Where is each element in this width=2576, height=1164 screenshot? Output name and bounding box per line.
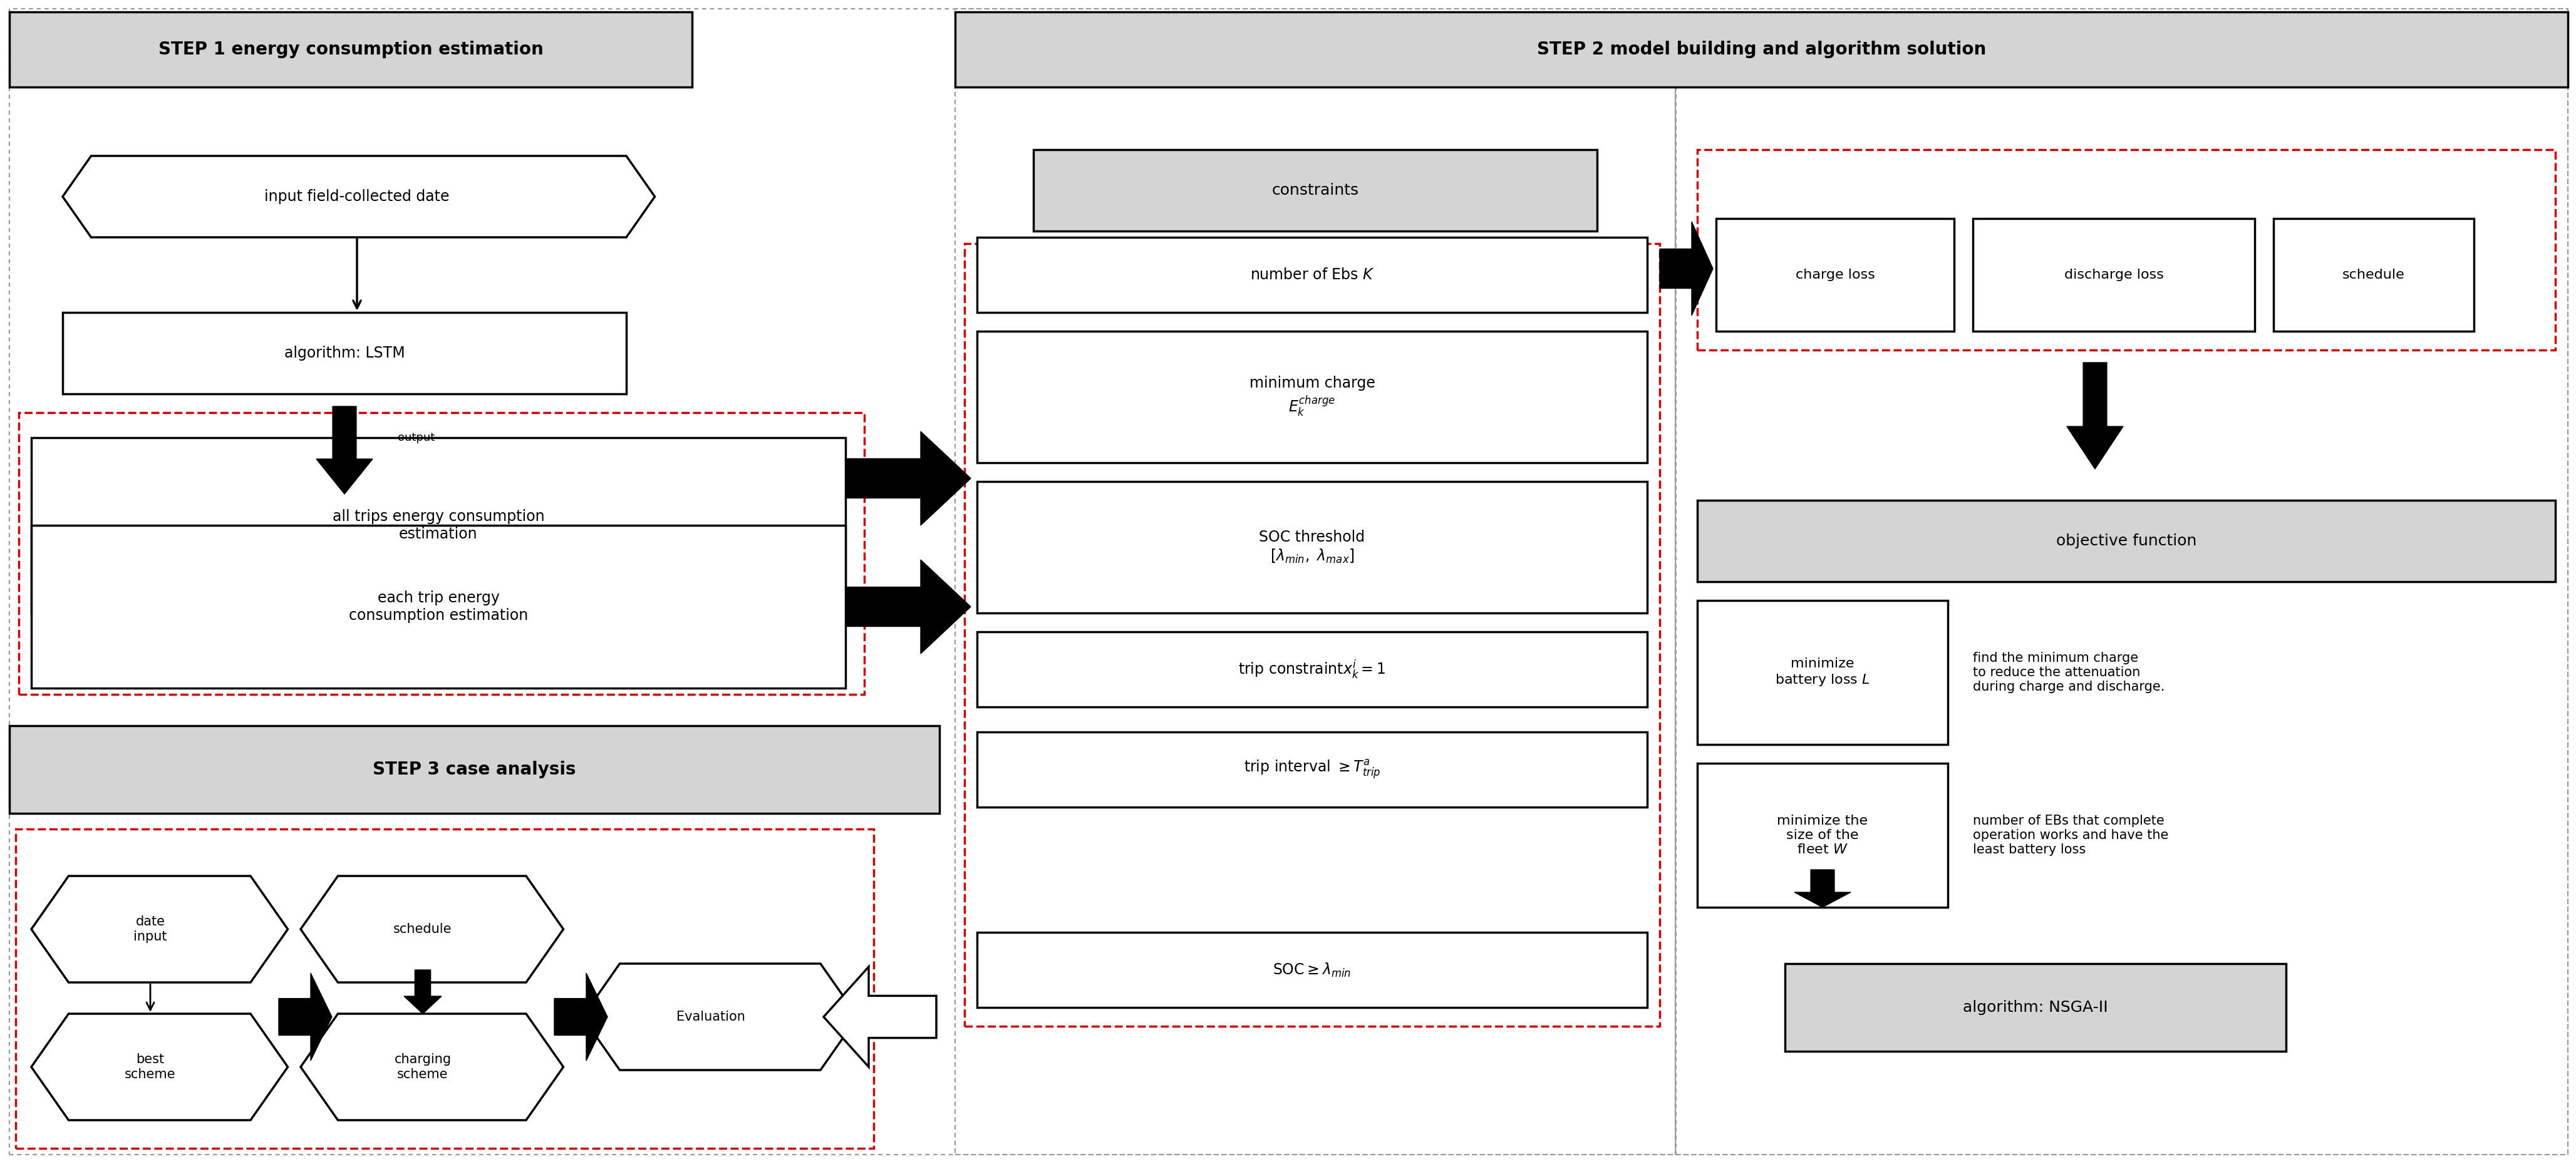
Text: input field-collected date: input field-collected date bbox=[265, 189, 451, 204]
Text: algorithm: NSGA-II: algorithm: NSGA-II bbox=[1963, 1000, 2107, 1015]
Text: STEP 2 model building and algorithm solution: STEP 2 model building and algorithm solu… bbox=[1538, 41, 1986, 58]
Bar bbox=[10, 9, 956, 1155]
Polygon shape bbox=[31, 876, 289, 982]
Polygon shape bbox=[317, 406, 374, 494]
Bar bbox=[31, 525, 845, 688]
Polygon shape bbox=[301, 876, 564, 982]
Bar bbox=[10, 12, 693, 87]
Text: STEP 1 energy consumption estimation: STEP 1 energy consumption estimation bbox=[157, 41, 544, 58]
Bar bbox=[1698, 764, 1947, 907]
Bar bbox=[2275, 219, 2473, 332]
Bar bbox=[31, 438, 845, 613]
Text: date
input: date input bbox=[134, 916, 167, 943]
Polygon shape bbox=[62, 156, 654, 237]
Bar bbox=[976, 482, 1646, 613]
Bar bbox=[18, 412, 866, 695]
Polygon shape bbox=[2066, 362, 2123, 469]
Bar bbox=[976, 332, 1646, 463]
Text: find the minimum charge
to reduce the attenuation
during charge and discharge.: find the minimum charge to reduce the at… bbox=[1973, 652, 2164, 694]
Text: best
scheme: best scheme bbox=[124, 1053, 175, 1080]
Text: STEP 3 case analysis: STEP 3 case analysis bbox=[374, 761, 577, 779]
Text: discharge loss: discharge loss bbox=[2063, 269, 2164, 282]
Text: objective function: objective function bbox=[2056, 533, 2197, 548]
Bar bbox=[976, 732, 1646, 807]
Text: minimize the
size of the
fleet $W$: minimize the size of the fleet $W$ bbox=[1777, 815, 1868, 856]
Bar bbox=[62, 312, 626, 393]
Polygon shape bbox=[824, 967, 935, 1067]
Polygon shape bbox=[1659, 221, 1713, 315]
Text: schedule: schedule bbox=[394, 923, 451, 936]
Polygon shape bbox=[1795, 870, 1850, 907]
Polygon shape bbox=[845, 432, 971, 525]
Bar bbox=[1698, 601, 1947, 745]
Text: output: output bbox=[397, 432, 435, 443]
Bar bbox=[1785, 964, 2285, 1051]
Bar bbox=[976, 237, 1646, 312]
Polygon shape bbox=[404, 970, 440, 1014]
Bar bbox=[1973, 219, 2254, 332]
Bar bbox=[1716, 219, 1955, 332]
Polygon shape bbox=[554, 973, 608, 1060]
Bar bbox=[1698, 501, 2555, 582]
Text: minimum charge
$E_k^{charge}$: minimum charge $E_k^{charge}$ bbox=[1249, 376, 1376, 418]
Text: trip interval $\geq T_{trip}^a$: trip interval $\geq T_{trip}^a$ bbox=[1244, 759, 1381, 781]
Bar bbox=[976, 932, 1646, 1008]
Text: SOC threshold
$[\lambda_{min},\ \lambda_{max}]$: SOC threshold $[\lambda_{min},\ \lambda_… bbox=[1260, 530, 1365, 565]
Bar bbox=[976, 632, 1646, 707]
Polygon shape bbox=[845, 560, 971, 654]
Text: SOC$\geq \lambda_{min}$: SOC$\geq \lambda_{min}$ bbox=[1273, 961, 1352, 979]
Text: charging
scheme: charging scheme bbox=[394, 1053, 451, 1080]
Text: minimize
battery loss $L$: minimize battery loss $L$ bbox=[1775, 658, 1870, 688]
Text: constraints: constraints bbox=[1273, 183, 1358, 198]
Text: number of Ebs $K$: number of Ebs $K$ bbox=[1249, 268, 1376, 283]
Text: trip constraint$x_k^i=1$: trip constraint$x_k^i=1$ bbox=[1239, 658, 1386, 681]
Text: Evaluation: Evaluation bbox=[677, 1010, 744, 1023]
Polygon shape bbox=[301, 1014, 564, 1120]
Text: charge loss: charge loss bbox=[1795, 269, 1875, 282]
Bar bbox=[1698, 150, 2555, 350]
Text: schedule: schedule bbox=[2342, 269, 2406, 282]
Polygon shape bbox=[31, 1014, 289, 1120]
Bar bbox=[15, 829, 873, 1149]
Bar bbox=[956, 9, 2568, 1155]
Bar bbox=[10, 725, 940, 814]
Polygon shape bbox=[582, 964, 858, 1070]
Polygon shape bbox=[278, 973, 332, 1060]
Bar bbox=[963, 243, 1659, 1027]
Text: algorithm: LSTM: algorithm: LSTM bbox=[283, 346, 404, 361]
Bar bbox=[956, 12, 2568, 87]
Text: each trip energy
consumption estimation: each trip energy consumption estimation bbox=[348, 590, 528, 623]
Text: number of EBs that complete
operation works and have the
least battery loss: number of EBs that complete operation wo… bbox=[1973, 815, 2169, 856]
Text: all trips energy consumption
estimation: all trips energy consumption estimation bbox=[332, 509, 544, 541]
Bar bbox=[1033, 150, 1597, 230]
